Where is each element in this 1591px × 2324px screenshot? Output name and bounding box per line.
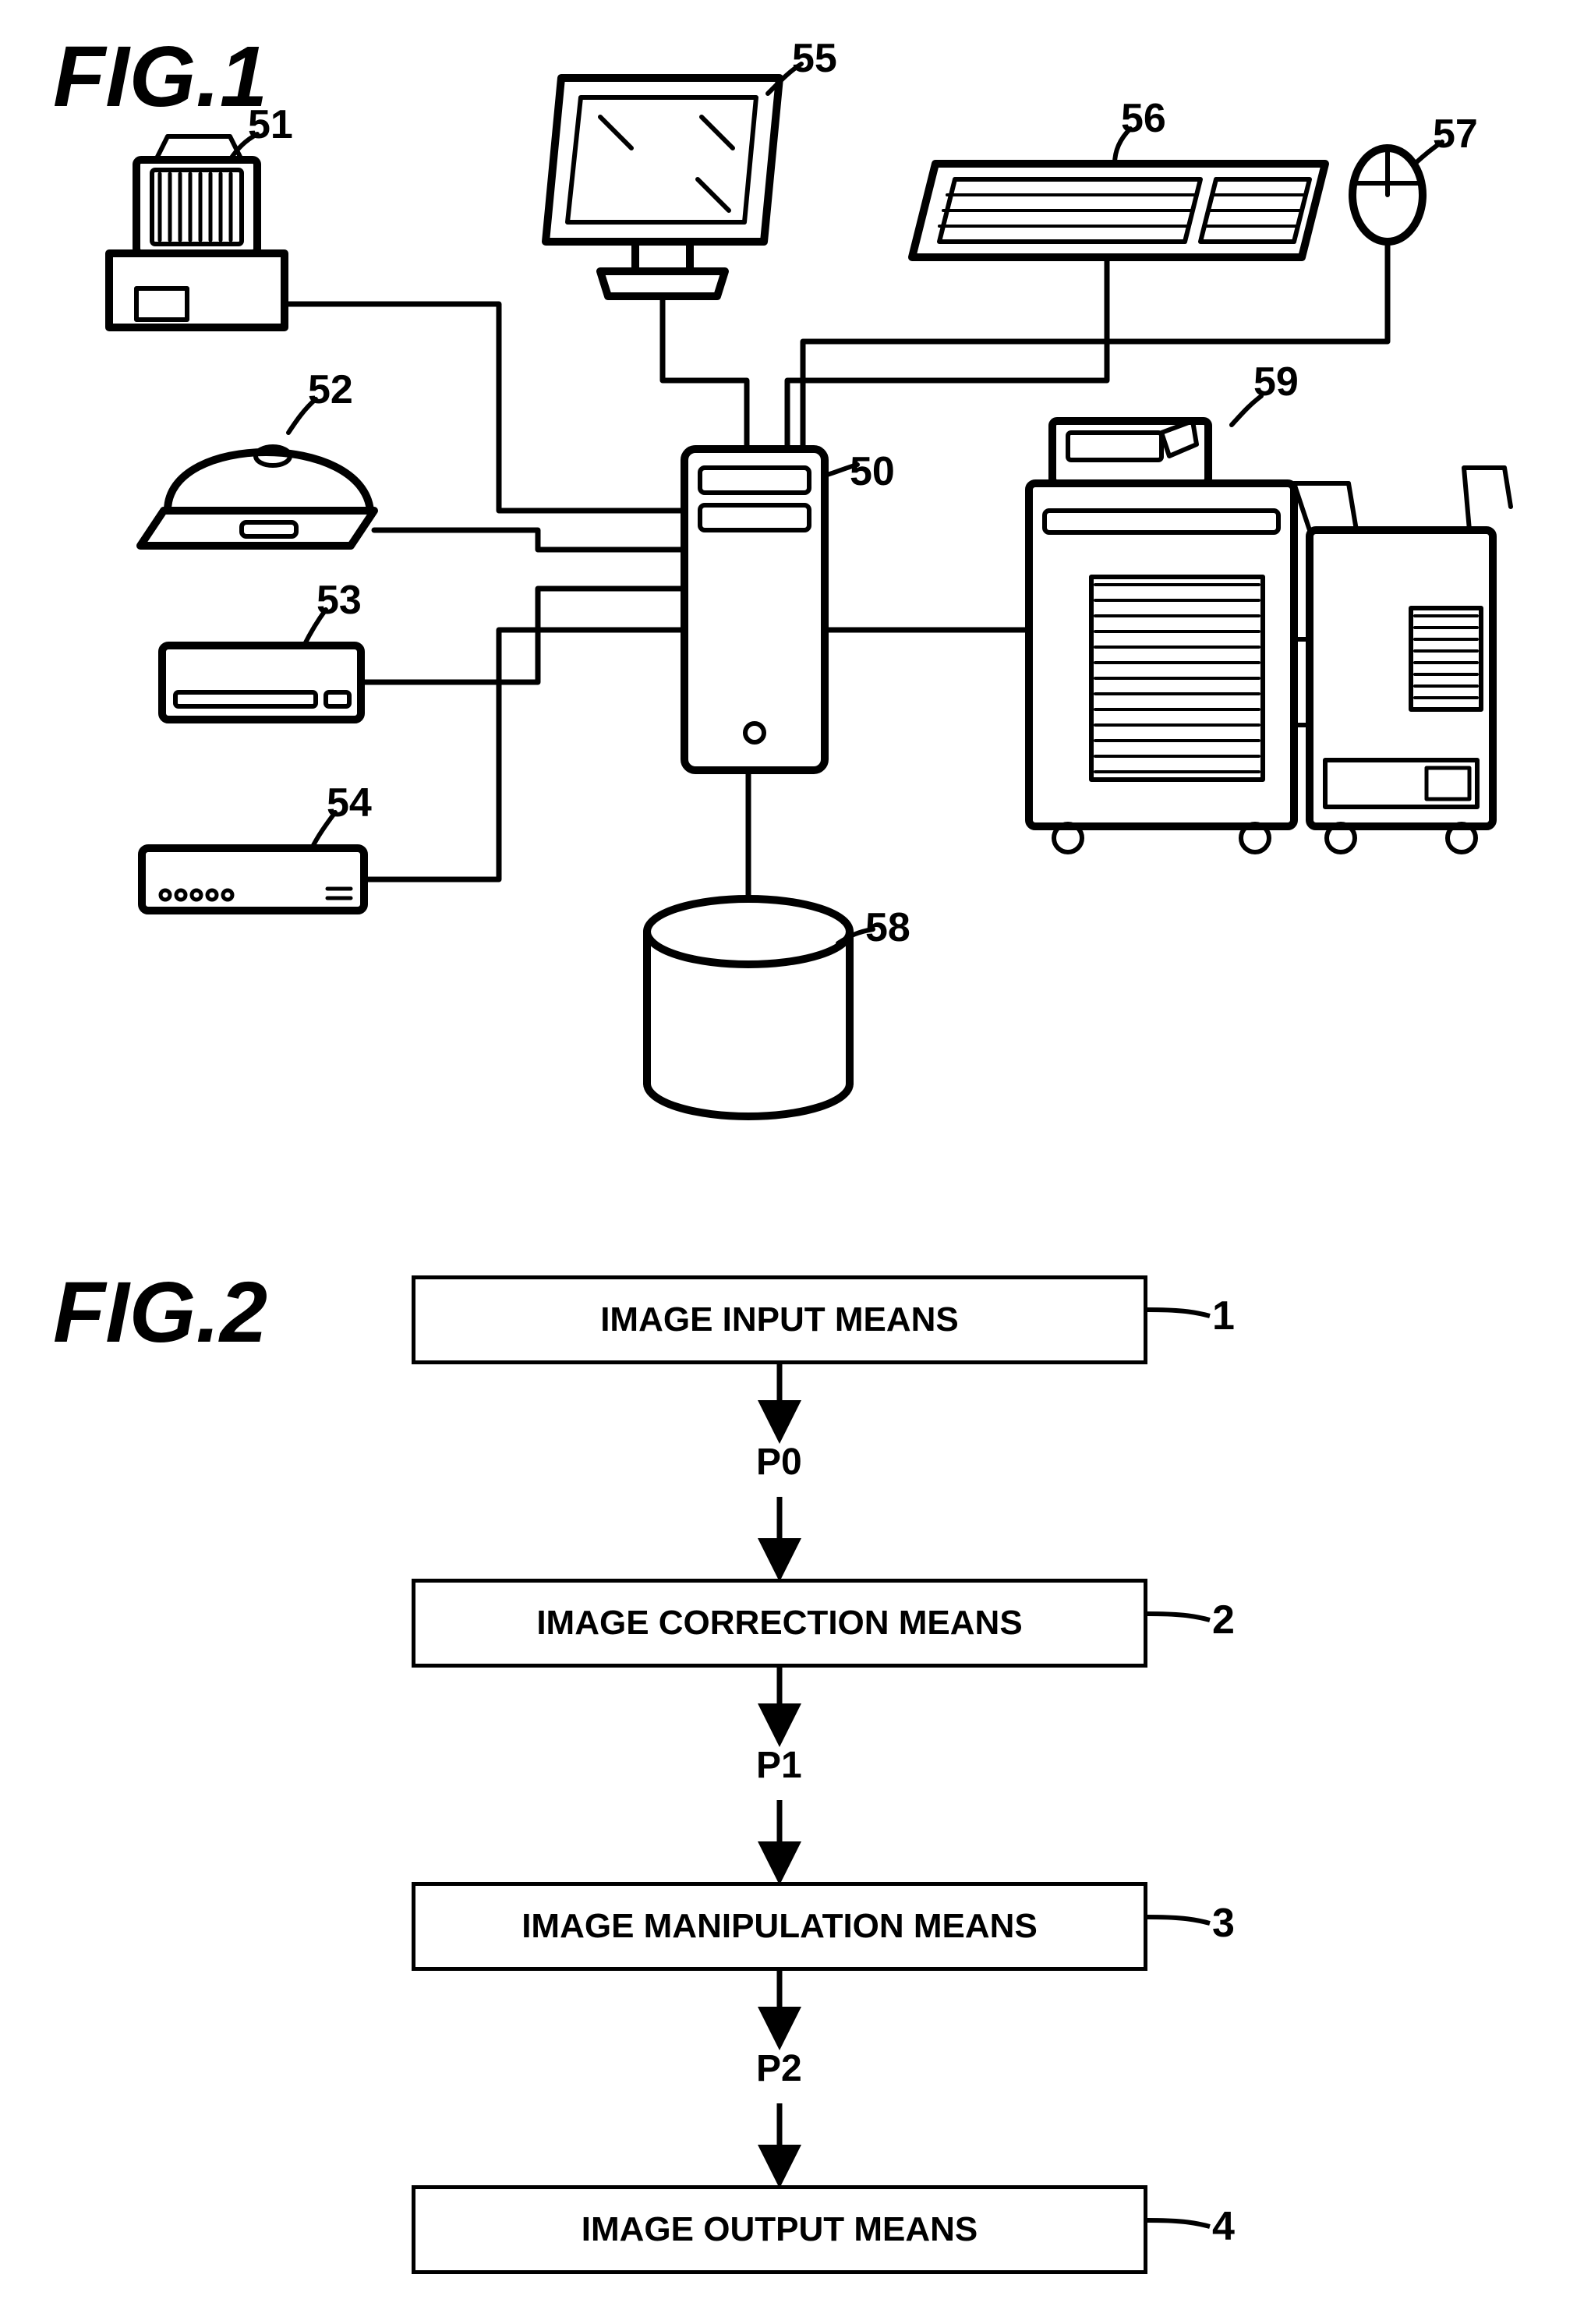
mouse-icon — [1352, 148, 1423, 242]
monitor-icon — [546, 78, 780, 296]
flow-ref-1: 1 — [1212, 1293, 1235, 1339]
film-reader-icon — [109, 136, 285, 327]
arrow-label-p0: P0 — [756, 1441, 802, 1484]
computer-tower-icon — [684, 449, 825, 770]
fig1-label-59: 59 — [1253, 359, 1299, 405]
flow-ref-3: 3 — [1212, 1900, 1235, 1947]
fig1-label-56: 56 — [1121, 95, 1166, 142]
flow-box-image-input: IMAGE INPUT MEANS — [412, 1275, 1147, 1364]
modem-icon — [142, 848, 364, 911]
fig1-label-57: 57 — [1433, 111, 1478, 157]
fig1-label-55: 55 — [792, 35, 837, 82]
flow-ref-4: 4 — [1212, 2203, 1235, 2250]
database-icon — [647, 899, 850, 1116]
fig1-diagram — [0, 0, 1591, 1169]
cd-drive-icon — [162, 646, 361, 720]
fig1-label-58: 58 — [865, 904, 910, 951]
fig1-label-54: 54 — [327, 780, 372, 826]
flow-box-image-correction: IMAGE CORRECTION MEANS — [412, 1579, 1147, 1668]
fig1-label-52: 52 — [308, 366, 353, 413]
fig1-label-53: 53 — [316, 577, 362, 624]
flow-box-image-manipulation: IMAGE MANIPULATION MEANS — [412, 1882, 1147, 1971]
fig1-label-50: 50 — [850, 448, 895, 495]
flow-ref-2: 2 — [1212, 1597, 1235, 1643]
flow-box-image-output: IMAGE OUTPUT MEANS — [412, 2185, 1147, 2274]
flow-box-label: IMAGE CORRECTION MEANS — [536, 1604, 1022, 1643]
scanner-icon — [140, 447, 374, 546]
page-root: FIG.1 — [0, 0, 1591, 2324]
fig2-title: FIG.2 — [53, 1263, 267, 1362]
keyboard-icon — [912, 164, 1325, 257]
arrow-label-p2: P2 — [756, 2047, 802, 2090]
fig1-label-51: 51 — [248, 101, 293, 148]
printer-icon — [1029, 421, 1511, 852]
arrow-label-p1: P1 — [756, 1744, 802, 1787]
flow-box-label: IMAGE MANIPULATION MEANS — [521, 1907, 1038, 1946]
flow-box-label: IMAGE OUTPUT MEANS — [582, 2210, 978, 2249]
flow-box-label: IMAGE INPUT MEANS — [600, 1300, 959, 1339]
